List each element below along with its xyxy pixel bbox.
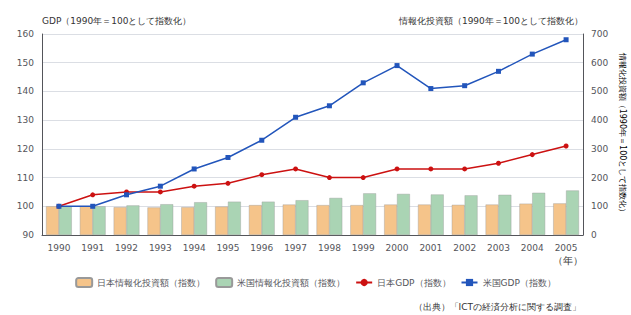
svg-text:1990: 1990 <box>47 243 70 253</box>
svg-text:1991: 1991 <box>81 243 104 253</box>
svg-text:（年）: （年） <box>553 255 583 266</box>
svg-text:200: 200 <box>591 173 608 183</box>
svg-text:0: 0 <box>591 230 597 240</box>
svg-text:100: 100 <box>591 201 608 211</box>
svg-text:700: 700 <box>591 29 608 39</box>
svg-text:150: 150 <box>17 58 34 68</box>
svg-text:1997: 1997 <box>284 243 307 253</box>
svg-text:120: 120 <box>17 144 34 154</box>
svg-text:300: 300 <box>591 144 608 154</box>
svg-text:2005: 2005 <box>555 243 578 253</box>
svg-text:2001: 2001 <box>419 243 442 253</box>
svg-text:1993: 1993 <box>149 243 172 253</box>
svg-text:2002: 2002 <box>453 243 476 253</box>
svg-text:130: 130 <box>17 115 34 125</box>
svg-text:情報化投資額（1990年＝100として指数化）: 情報化投資額（1990年＝100として指数化） <box>618 52 627 217</box>
svg-text:160: 160 <box>17 29 34 39</box>
svg-text:（出典）「ICTの経済分析に関する調査」: （出典）「ICTの経済分析に関する調査」 <box>414 302 581 312</box>
svg-text:90: 90 <box>23 230 35 240</box>
svg-text:情報化投資額（1990年＝100として指数化）: 情報化投資額（1990年＝100として指数化） <box>398 16 583 26</box>
svg-text:米国GDP（指数）: 米国GDP（指数） <box>483 278 556 288</box>
svg-text:110: 110 <box>17 173 34 183</box>
svg-text:1992: 1992 <box>115 243 138 253</box>
svg-text:2003: 2003 <box>487 243 510 253</box>
svg-text:日本情報化投資額（指数）: 日本情報化投資額（指数） <box>97 278 205 288</box>
svg-text:GDP（1990年＝100として指数化）: GDP（1990年＝100として指数化） <box>42 16 191 26</box>
svg-text:500: 500 <box>591 86 608 96</box>
svg-text:140: 140 <box>17 86 34 96</box>
svg-text:1995: 1995 <box>217 243 240 253</box>
svg-text:2004: 2004 <box>521 243 544 253</box>
svg-text:100: 100 <box>17 201 34 211</box>
svg-text:1996: 1996 <box>250 243 273 253</box>
svg-text:2000: 2000 <box>386 243 409 253</box>
svg-text:米国情報化投資額（指数）: 米国情報化投資額（指数） <box>237 278 345 288</box>
svg-text:400: 400 <box>591 115 608 125</box>
svg-text:1994: 1994 <box>183 243 206 253</box>
svg-text:日本GDP（指数）: 日本GDP（指数） <box>377 278 450 288</box>
svg-text:1998: 1998 <box>318 243 341 253</box>
svg-text:600: 600 <box>591 58 608 68</box>
svg-text:1999: 1999 <box>352 243 375 253</box>
